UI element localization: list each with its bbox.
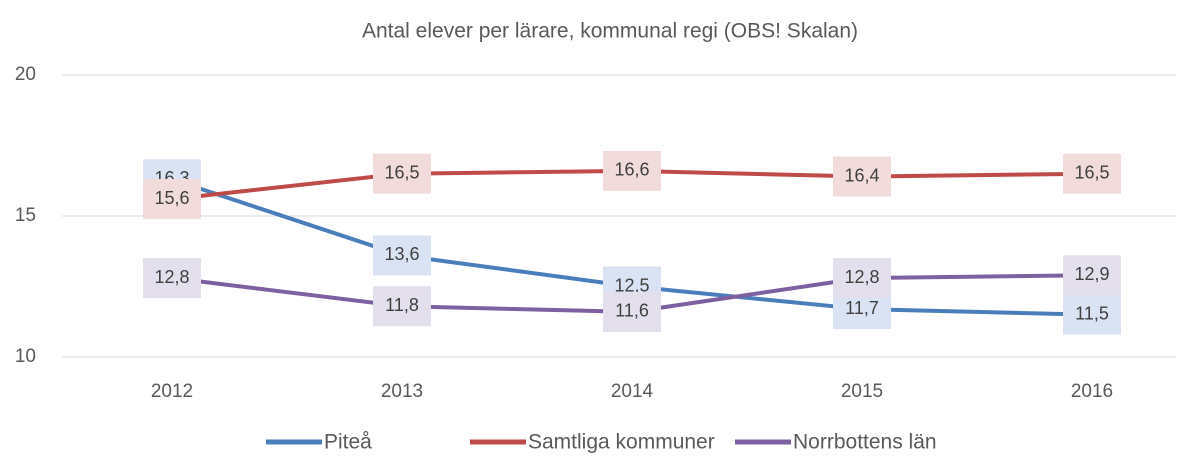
data-label-bg [1063, 153, 1121, 194]
data-label: 16,5 [373, 153, 431, 194]
data-label: 16,5 [1063, 153, 1121, 194]
y-tick-label: 20 [15, 64, 36, 85]
data-label-bg [603, 150, 661, 191]
data-label: 12,8 [143, 258, 201, 299]
data-label-text: 11,6 [615, 301, 649, 321]
data-label-text: 12,8 [844, 267, 879, 287]
data-label: 12,9 [1063, 255, 1121, 296]
data-label-bg [373, 153, 431, 194]
data-label-text: 13,6 [384, 244, 419, 264]
data-label: 11,6 [603, 291, 661, 332]
data-label-bg [833, 156, 891, 197]
legend-label: Samtliga kommuner [528, 431, 715, 454]
legend-label: Piteå [324, 431, 372, 454]
data-label-bg [373, 235, 431, 276]
data-label-bg [373, 286, 431, 327]
data-label-text: 16,5 [1074, 162, 1109, 182]
data-label-text: 12,9 [1074, 264, 1109, 284]
x-tick-label: 2015 [841, 381, 883, 402]
x-tick-label: 2012 [151, 381, 193, 402]
data-label: 13,6 [373, 235, 431, 276]
data-label-bg [1063, 294, 1121, 335]
data-label-bg [603, 291, 661, 332]
data-label-text: 11,7 [845, 298, 879, 318]
data-label-text: 15,6 [154, 188, 189, 208]
data-label-text: 16,4 [844, 165, 879, 185]
legend-label: Norrbottens län [793, 431, 937, 454]
data-label-text: 12,8 [154, 267, 189, 287]
y-tick-label: 15 [15, 205, 36, 226]
x-tick-label: 2016 [1071, 381, 1113, 402]
data-label-text: 16,5 [384, 162, 419, 182]
data-label-bg [143, 179, 201, 220]
data-label: 11,5 [1063, 294, 1121, 335]
data-label-bg [143, 258, 201, 299]
data-label-bg [833, 258, 891, 299]
data-label: 16,4 [833, 156, 891, 197]
data-label-text: 11,8 [385, 295, 419, 315]
data-label: 11,8 [373, 286, 431, 327]
y-tick-label: 10 [15, 346, 36, 367]
data-label-text: 11,5 [1075, 303, 1109, 323]
x-tick-label: 2013 [381, 381, 423, 402]
data-label-text: 16,6 [614, 160, 649, 180]
data-label: 15,6 [143, 179, 201, 220]
data-label: 12,8 [833, 258, 891, 299]
data-label-text: 12,5 [614, 275, 649, 295]
data-label-bg [1063, 255, 1121, 296]
data-label: 16,6 [603, 150, 661, 191]
chart-title: Antal elever per lärare, kommunal regi (… [362, 20, 858, 43]
x-tick-label: 2014 [611, 381, 654, 402]
